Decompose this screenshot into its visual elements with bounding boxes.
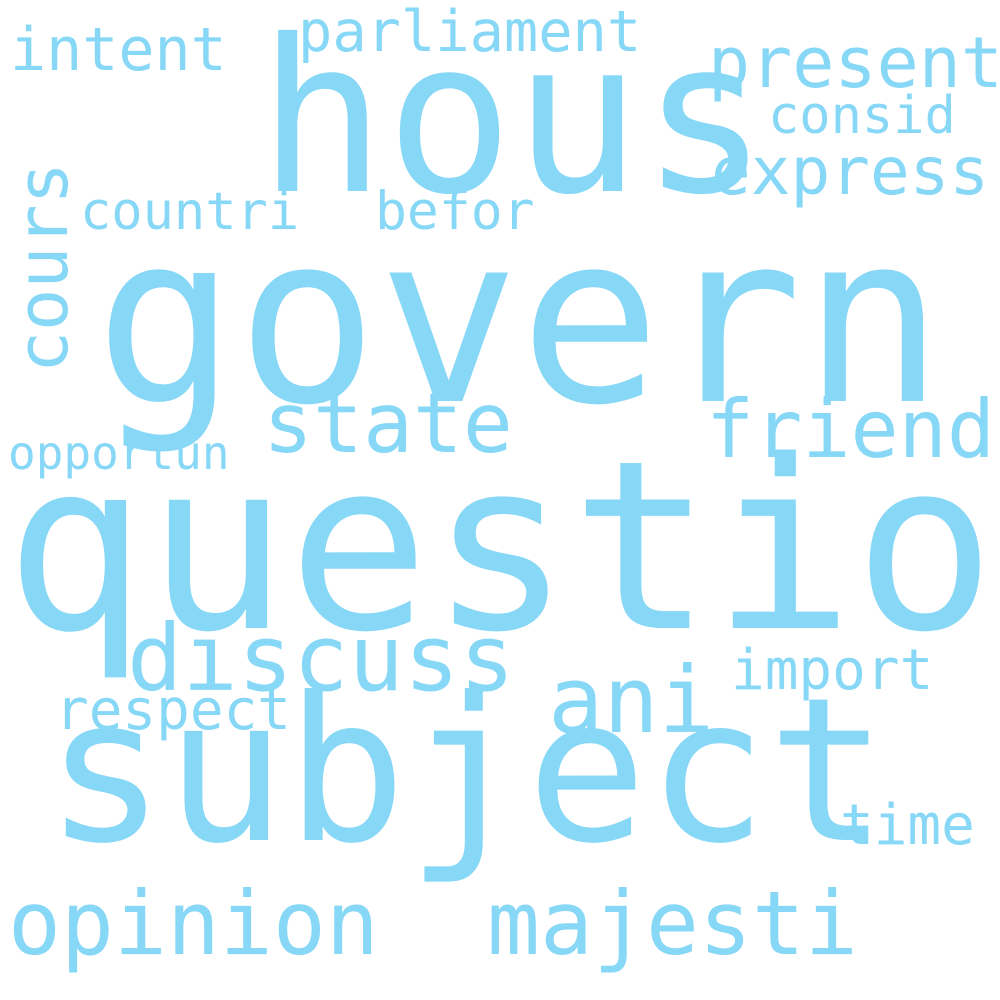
word-befor: befor [375,181,535,242]
word-respect: respect [55,678,292,743]
word-majesti: majesti [487,872,858,975]
word-countri: countri [80,182,300,242]
word-opportun: opportun [8,426,230,480]
word-ani: ani [548,647,715,754]
word-friend: friend [706,383,995,476]
word-question: question [5,411,1000,684]
word-parliament: parliament [298,0,642,65]
word-cours: cours [2,162,84,373]
word-state: state [263,375,513,472]
word-import: import [731,638,934,703]
word-subject: subject [45,655,888,888]
word-govern: govern [95,184,944,457]
word-opinion: opinion [8,872,379,975]
word-time: time [840,793,975,858]
word-express: express [711,133,990,210]
word-discuss: discuss [127,605,515,712]
word-intent: intent [10,15,227,85]
word-hous: hous [258,0,769,241]
word-consid: consid [768,86,956,146]
word-present: present [708,22,1000,104]
